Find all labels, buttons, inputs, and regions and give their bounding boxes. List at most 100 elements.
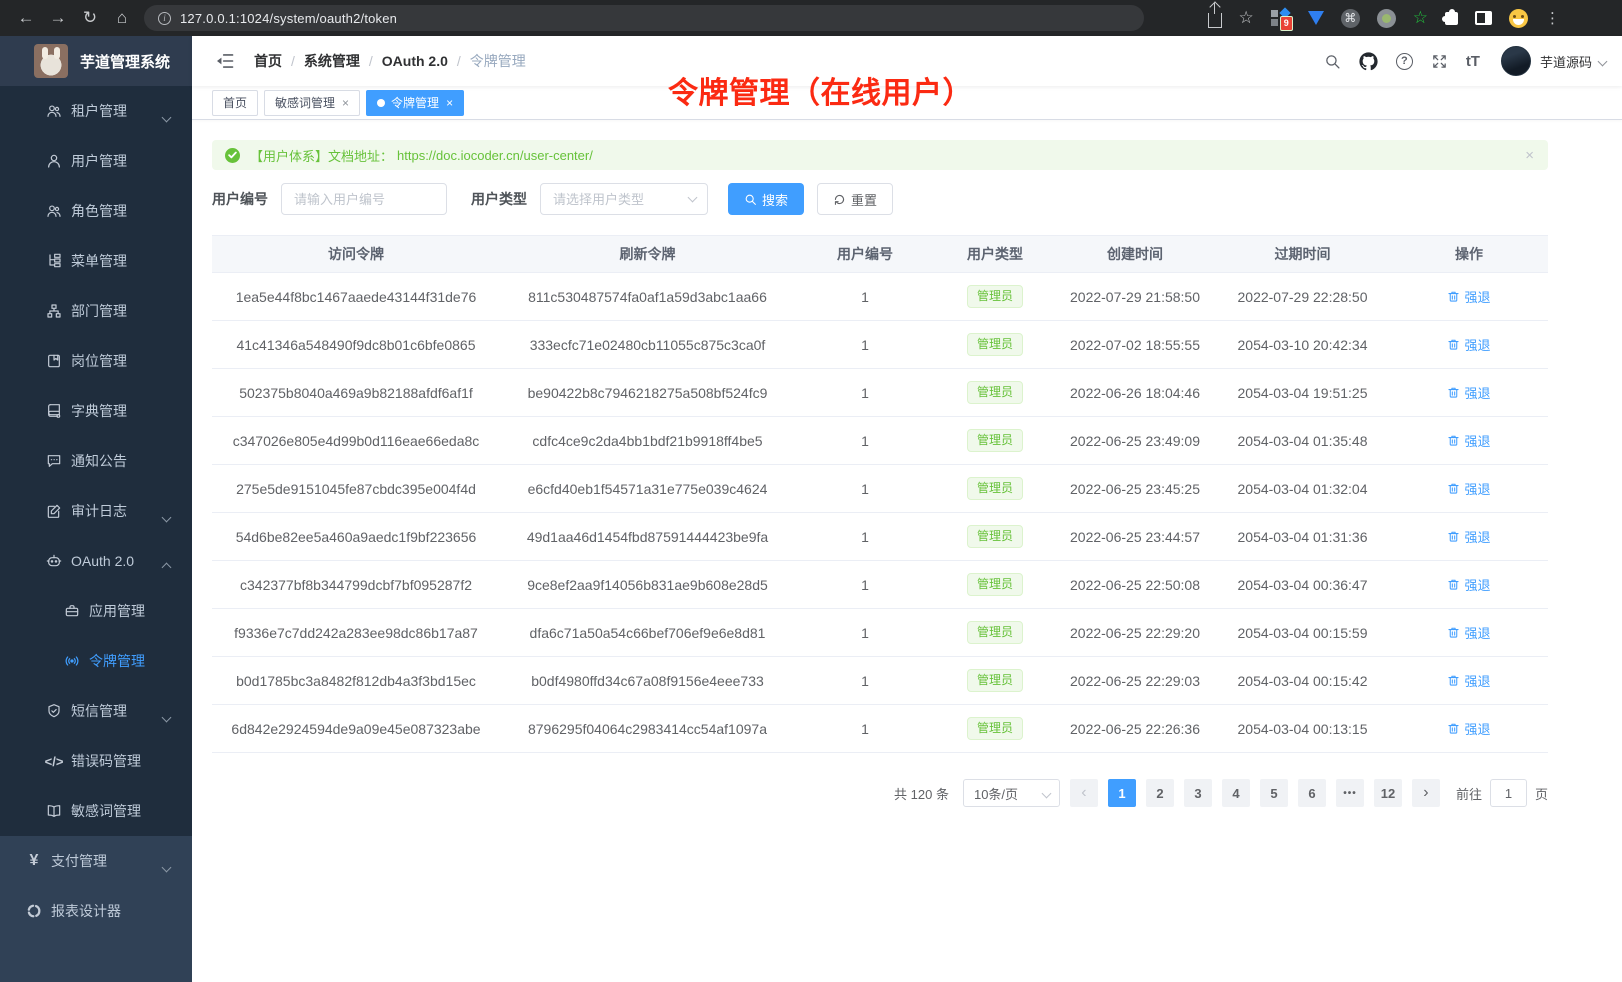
share-icon[interactable] [1207,2,1222,28]
sidebar-item-menu[interactable]: 菜单管理 [0,236,192,286]
breadcrumb-oauth[interactable]: OAuth 2.0 [382,53,470,69]
browser-reload-button[interactable]: ↻ [82,8,98,27]
address-bar[interactable]: i 127.0.0.1:1024/system/oauth2/token [144,5,1144,31]
star-extension-icon[interactable]: ☆ [1412,8,1428,27]
bookmark-star-icon[interactable]: ☆ [1238,8,1254,27]
sidebar-item-user[interactable]: 用户管理 [0,136,192,186]
page-button-5[interactable]: 5 [1259,779,1288,807]
actions-cell: 强退 [1390,560,1548,609]
force-logout-button[interactable]: 强退 [1447,383,1491,402]
page-button-4[interactable]: 4 [1221,779,1250,807]
sidebar-item-dict[interactable]: 字典管理 [0,386,192,436]
trash-icon [1448,579,1460,590]
tab-token[interactable]: 令牌管理 × [366,89,465,116]
sidebar-item-oauth-app[interactable]: 应用管理 [0,586,192,636]
browser-back-button[interactable]: ← [17,8,35,27]
sidebar-item-error-code[interactable]: </> 错误码管理 [0,736,192,786]
segmented-circle-icon [26,903,42,919]
profile-avatar-icon[interactable] [1509,8,1528,28]
close-icon[interactable]: × [1525,146,1534,164]
search-button[interactable]: 搜索 [728,183,805,215]
font-size-icon[interactable]: tT [1465,52,1480,70]
blocks-extension-icon[interactable]: 9 [1270,7,1293,31]
force-logout-button[interactable]: 强退 [1447,335,1491,354]
prev-page-button[interactable]: ‹ [1069,779,1098,807]
next-page-button[interactable]: › [1411,779,1440,807]
force-logout-button[interactable]: 强退 [1447,719,1491,738]
sidebar-item-label: 敏感词管理 [71,803,141,819]
doc-link[interactable]: https://doc.iocoder.cn/user-center/ [397,147,593,163]
gem-extension-icon[interactable] [1307,11,1324,25]
sidebar-item-notice[interactable]: 通知公告 [0,436,192,486]
command-extension-icon[interactable]: ⌘ [1340,8,1360,28]
force-logout-button[interactable]: 强退 [1447,671,1491,690]
user-type-badge: 管理员 [966,429,1023,452]
side-panel-icon[interactable] [1475,11,1492,25]
force-logout-button[interactable]: 强退 [1447,287,1491,306]
username-text[interactable]: 芋道源码 [1539,54,1592,70]
sidebar-item-dept[interactable]: 部门管理 [0,286,192,336]
goto-page-input[interactable] [1489,779,1527,807]
app-title: 芋道管理系统 [80,53,171,71]
user-id-cell: 1 [795,656,935,705]
sidebar-item-role[interactable]: 角色管理 [0,186,192,236]
browser-home-button[interactable]: ⌂ [116,8,128,27]
browser-forward-button[interactable]: → [49,8,67,27]
sidebar-item-post[interactable]: 岗位管理 [0,336,192,386]
sidebar-item-sensitive-word[interactable]: 敏感词管理 [0,786,192,836]
sidebar-item-audit-log[interactable]: 审计日志 [0,486,192,536]
actions-cell: 强退 [1390,608,1548,657]
user-id-input[interactable] [281,183,447,215]
force-logout-button[interactable]: 强退 [1447,623,1491,642]
user-avatar[interactable] [1500,46,1531,76]
expires-cell: 2054-03-04 00:36:47 [1215,560,1390,609]
extensions-puzzle-icon[interactable] [1442,8,1458,25]
page-button-2[interactable]: 2 [1145,779,1174,807]
page-button-3[interactable]: 3 [1183,779,1212,807]
col-refresh-token: 刷新令牌 [500,235,795,273]
tabs-bar: 首页 敏感词管理 × 令牌管理 × [192,86,1622,120]
page-size-select[interactable]: 10条/页 [962,779,1060,807]
sidebar-item-oauth-token[interactable]: 令牌管理 [0,636,192,686]
user-type-select-input[interactable] [540,183,708,215]
force-logout-button[interactable]: 强退 [1447,479,1491,498]
user-id-cell: 1 [795,704,935,753]
more-pages-icon[interactable]: ••• [1335,779,1364,807]
browser-menu-icon[interactable]: ⋮ [1545,10,1560,27]
help-icon[interactable]: ? [1387,52,1422,70]
sidebar-item-oauth[interactable]: OAuth 2.0 [0,536,192,586]
force-logout-button[interactable]: 强退 [1447,431,1491,450]
created-cell: 2022-06-25 23:49:09 [1055,416,1215,465]
chevron-down-icon[interactable] [1597,52,1608,70]
close-icon[interactable]: × [446,95,454,110]
tab-sensitive-word[interactable]: 敏感词管理 × [264,89,361,116]
recorder-extension-icon[interactable] [1376,8,1396,28]
sidebar-item-label: 岗位管理 [71,353,127,369]
sidebar-item-sms[interactable]: 短信管理 [0,686,192,736]
page-button-last[interactable]: 12 [1373,779,1402,807]
breadcrumb-system[interactable]: 系统管理 [304,51,382,71]
chevron-down-icon [161,508,172,524]
sidebar-toggle-icon[interactable] [208,53,242,69]
sidebar-item-report-designer[interactable]: 报表设计器 [0,886,192,936]
page-button-1[interactable]: 1 [1107,779,1136,807]
breadcrumb-home[interactable]: 首页 [254,51,304,71]
search-icon[interactable] [1315,53,1350,70]
force-logout-button[interactable]: 强退 [1447,527,1491,546]
page-button-6[interactable]: 6 [1297,779,1326,807]
sidebar-item-payment[interactable]: ¥ 支付管理 [0,836,192,886]
github-icon[interactable] [1350,51,1387,71]
sidebar-item-tenant[interactable]: 租户管理 [0,86,192,136]
close-icon[interactable]: × [342,95,350,110]
app-logo-bar[interactable]: 芋道管理系统 [0,36,192,86]
fullscreen-icon[interactable] [1422,53,1457,70]
site-info-icon[interactable]: i [158,11,171,25]
force-logout-button[interactable]: 强退 [1447,575,1491,594]
user-type-select[interactable] [540,183,708,215]
access-token-cell: c347026e805e4d99b0d116eae66eda8c [212,416,500,465]
breadcrumb-current: 令牌管理 [469,53,526,69]
sidebar-item-label: 短信管理 [71,703,127,719]
reset-button[interactable]: 重置 [817,183,894,215]
tab-home[interactable]: 首页 [212,89,259,116]
